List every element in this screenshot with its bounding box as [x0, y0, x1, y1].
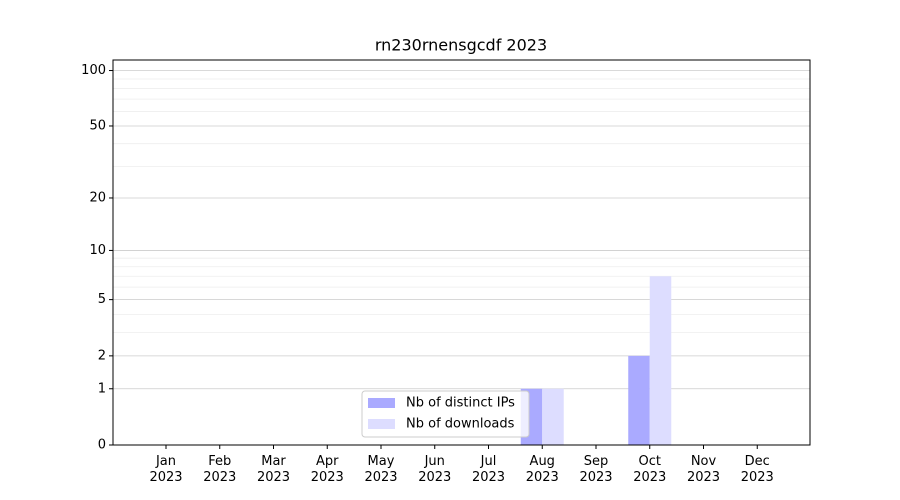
y-tick-label: 20: [89, 190, 106, 205]
bar: [628, 355, 650, 445]
x-tick-label: Jun 2023: [418, 454, 451, 485]
bar: [649, 276, 672, 445]
x-tick-label: Apr 2023: [311, 454, 344, 485]
chart-title: rn230rnensgcdf 2023: [375, 36, 547, 55]
x-tick-label: Mar 2023: [257, 454, 290, 485]
legend-swatch: [368, 398, 395, 408]
legend-label: Nb of downloads: [406, 417, 515, 432]
x-tick-label: Dec 2023: [741, 454, 774, 485]
x-tick-label: Feb 2023: [203, 454, 236, 485]
x-tick-label: May 2023: [364, 454, 397, 485]
y-tick-label: 50: [89, 118, 106, 133]
x-tick-label: Aug 2023: [526, 454, 559, 485]
x-tick-label: Oct 2023: [633, 454, 666, 485]
legend-label: Nb of distinct IPs: [406, 396, 515, 411]
legend-box: [361, 390, 530, 438]
y-tick-label: 100: [81, 63, 106, 78]
x-tick-label: Nov 2023: [687, 454, 720, 485]
plot-frame: [112, 59, 811, 446]
y-tick-label: 2: [98, 348, 106, 363]
legend: Nb of distinct IPs Nb of downloads: [361, 390, 530, 438]
y-tick-label: 0: [98, 438, 106, 453]
y-tick-label: 1: [98, 381, 106, 396]
legend-swatch: [368, 419, 395, 429]
y-tick-label: 5: [98, 292, 106, 307]
bar: [542, 388, 564, 445]
x-tick-label: Jan 2023: [149, 454, 182, 485]
y-tick-label: 10: [89, 243, 106, 258]
x-tick-label: Jul 2023: [472, 454, 505, 485]
x-tick-label: Sep 2023: [579, 454, 612, 485]
